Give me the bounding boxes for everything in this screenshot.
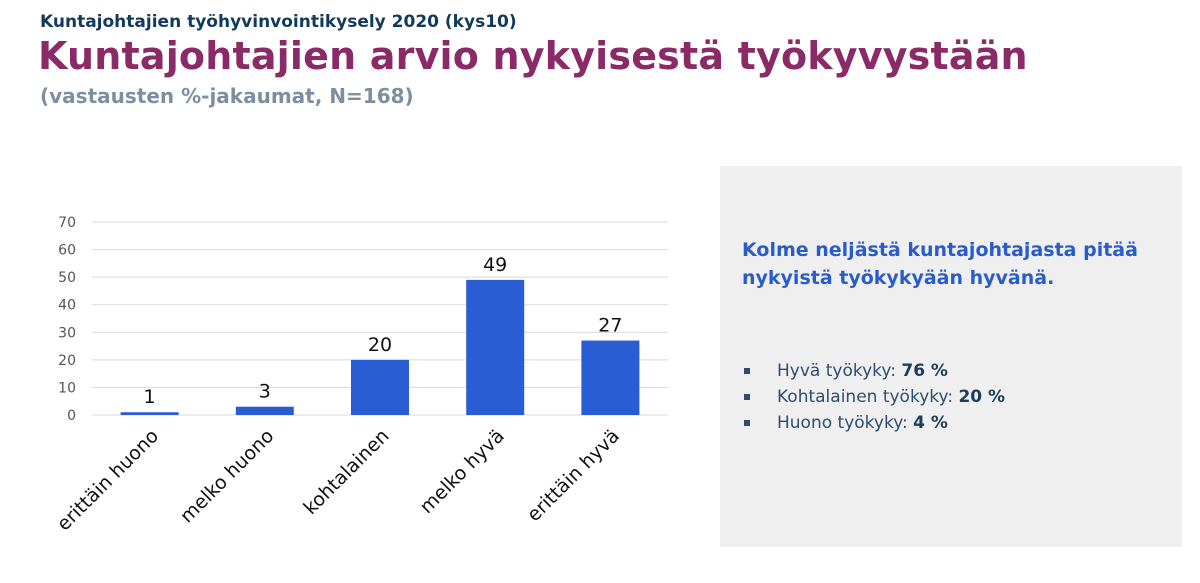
summary-panel: Kolme neljästä kuntajohtajasta pitää nyk… (720, 166, 1182, 547)
summary-item-good: Hyvä työkyky: 76 % (742, 358, 1005, 384)
survey-kicker: Kuntajohtajien työhyvinvointikysely 2020… (40, 12, 517, 32)
summary-list: Hyvä työkyky: 76 % Kohtalainen työkyky: … (742, 358, 1005, 436)
y-tick-label: 60 (58, 243, 76, 259)
data-label: 20 (368, 334, 392, 356)
data-label: 3 (259, 381, 271, 403)
y-tick-label: 40 (58, 298, 76, 314)
x-tick-label: erittäin huono (53, 425, 163, 535)
bar (466, 279, 525, 415)
bullet-square-icon (744, 394, 750, 400)
page-subtitle: (vastausten %-jakaumat, N=168) (40, 84, 414, 108)
y-tick-label: 10 (58, 380, 76, 396)
bar-chart: 0 10 20 30 40 50 60 70 1 erittäin huono 3 melko huo… (53, 215, 668, 535)
y-tick-label: 30 (58, 325, 76, 341)
data-label: 49 (483, 254, 507, 276)
y-tick-label: 0 (67, 408, 76, 424)
y-tick-label: 20 (58, 353, 76, 369)
x-tick-label: melko huono (176, 425, 278, 527)
data-label: 1 (144, 386, 156, 408)
data-label: 27 (598, 315, 622, 337)
x-tick-label: erittäin hyvä (523, 425, 624, 526)
y-tick-label: 50 (58, 270, 76, 286)
summary-item-poor: Huono työkyky: 4 % (742, 410, 1005, 436)
bullet-square-icon (744, 420, 750, 426)
bar (351, 359, 409, 415)
bar (235, 406, 294, 415)
bar (581, 340, 640, 415)
bullet-square-icon (744, 368, 750, 374)
page-title: Kuntajohtajien arvio nykyisestä työkyvys… (38, 34, 1028, 78)
x-tick-label: kohtalainen (299, 425, 393, 519)
summary-headline: Kolme neljästä kuntajohtajasta pitää nyk… (742, 239, 1138, 289)
y-tick-label: 70 (58, 215, 76, 231)
x-tick-label: melko hyvä (416, 425, 509, 518)
summary-item-moderate: Kohtalainen työkyky: 20 % (742, 384, 1005, 410)
bar (120, 412, 179, 415)
